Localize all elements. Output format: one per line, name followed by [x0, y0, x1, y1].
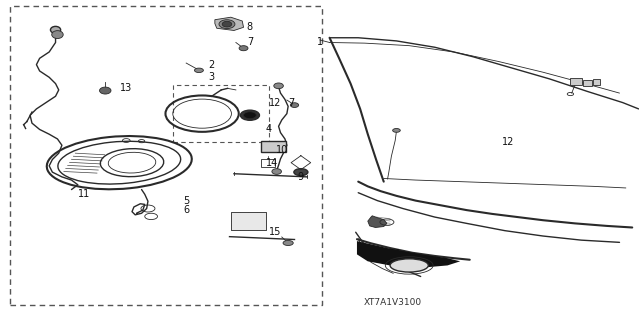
Text: 11: 11: [390, 249, 403, 259]
Text: 2: 2: [209, 60, 215, 70]
Bar: [582, 80, 592, 86]
Bar: [261, 141, 285, 152]
Bar: [570, 78, 582, 85]
Ellipse shape: [219, 20, 235, 29]
Ellipse shape: [283, 241, 293, 246]
Polygon shape: [215, 17, 244, 31]
Ellipse shape: [241, 110, 259, 120]
Bar: [261, 159, 275, 167]
Ellipse shape: [294, 169, 308, 176]
Text: 14: 14: [266, 158, 278, 168]
Text: 12: 12: [269, 98, 282, 108]
Text: 10: 10: [276, 145, 288, 155]
Text: 9: 9: [298, 172, 304, 182]
Ellipse shape: [291, 103, 299, 108]
Text: 1: 1: [317, 38, 323, 48]
Polygon shape: [368, 216, 387, 227]
Ellipse shape: [274, 83, 284, 89]
Ellipse shape: [393, 129, 400, 132]
Bar: [231, 212, 266, 230]
Ellipse shape: [239, 46, 248, 51]
Text: 15: 15: [269, 227, 282, 237]
Ellipse shape: [390, 259, 428, 272]
Text: 13: 13: [120, 83, 132, 93]
Text: 3: 3: [209, 72, 215, 82]
Ellipse shape: [52, 31, 63, 39]
Text: 7: 7: [247, 38, 253, 48]
Text: XT7A1V3100: XT7A1V3100: [364, 298, 422, 307]
Text: 8: 8: [247, 22, 253, 32]
Text: 12: 12: [502, 137, 514, 147]
Ellipse shape: [272, 169, 282, 174]
Ellipse shape: [100, 87, 111, 94]
Text: 5: 5: [183, 196, 189, 206]
Text: 6: 6: [183, 205, 189, 215]
Ellipse shape: [51, 26, 61, 33]
Polygon shape: [357, 241, 460, 268]
Ellipse shape: [222, 21, 232, 27]
Ellipse shape: [244, 112, 256, 119]
Text: 7: 7: [288, 98, 294, 108]
Bar: [593, 79, 600, 85]
Ellipse shape: [195, 68, 204, 72]
Text: 4: 4: [266, 124, 272, 135]
Bar: [10, 6, 322, 305]
Text: 11: 11: [78, 189, 90, 199]
Bar: [173, 85, 269, 142]
